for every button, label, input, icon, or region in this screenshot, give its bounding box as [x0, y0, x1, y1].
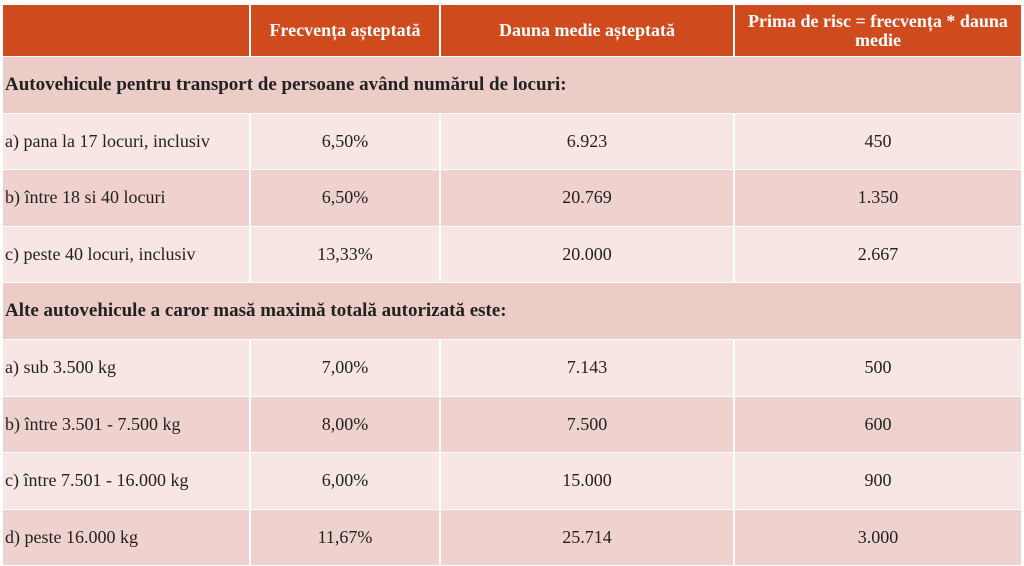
header-cell	[3, 5, 251, 56]
data-cell: a) pana la 17 locuri, inclusiv	[3, 113, 251, 170]
data-cell: c) peste 40 locuri, inclusiv	[3, 226, 251, 283]
data-cell: 450	[864, 130, 892, 151]
data-row: c) peste 40 locuri, inclusiv 13,33% 20.000…	[3, 226, 1021, 284]
data-cell: 7.143	[441, 339, 735, 396]
data-cell: 6,50%	[251, 113, 441, 170]
data-cell: b) între 18 si 40 locuri	[3, 170, 251, 226]
data-row: b) între 3.501 - 7.500 kg 8,00% 7.500 600	[3, 396, 1021, 454]
data-cell: 6.923	[441, 113, 735, 170]
header-cell: Prima de risc = frecvența * dauna medie	[748, 10, 1008, 50]
data-cell: 20.000	[441, 226, 735, 283]
data-cell: 2.667	[857, 244, 899, 265]
data-row: a) pana la 17 locuri, inclusiv 6,50% 6.923…	[3, 113, 1021, 171]
data-row: a) sub 3.500 kg 7,00% 7.143 500	[3, 339, 1021, 397]
data-cell: 900	[864, 470, 892, 491]
section-title: Autovehicule pentru transport de persoan…	[5, 73, 567, 95]
data-row: c) între 7.501 - 16.000 kg 6,00% 15.000 900	[3, 453, 1021, 510]
data-cell: 7,00%	[251, 339, 441, 396]
data-cell: d) peste 16.000 kg	[3, 509, 251, 566]
data-cell: 7.500	[441, 396, 735, 453]
header-row: Frecvența așteptată Dauna medie așteptată…	[3, 5, 1021, 57]
data-cell: 1.350	[857, 187, 899, 208]
data-cell: 6,50%	[251, 170, 441, 226]
data-cell: 13,33%	[251, 226, 441, 283]
data-cell: 600	[864, 413, 892, 434]
data-cell: c) între 7.501 - 16.000 kg	[3, 453, 251, 509]
data-cell: 6,00%	[251, 453, 441, 509]
data-cell: 15.000	[441, 453, 735, 509]
data-cell: 8,00%	[251, 396, 441, 453]
table: Frecvența așteptată Dauna medie așteptată…	[3, 5, 1021, 566]
data-row: d) peste 16.000 kg 11,67% 25.714 3.000	[3, 509, 1021, 566]
data-cell: 11,67%	[251, 509, 441, 566]
data-cell: b) între 3.501 - 7.500 kg	[3, 396, 251, 453]
data-cell: 20.769	[441, 170, 735, 226]
section-row: Alte autovehicule a caror masă maximă to…	[3, 283, 1021, 340]
section-title: Alte autovehicule a caror masă maximă to…	[5, 300, 507, 322]
data-row: b) între 18 si 40 locuri 6,50% 20.769 1.350	[3, 170, 1021, 227]
data-cell: 25.714	[441, 509, 735, 566]
data-cell: a) sub 3.500 kg	[3, 339, 251, 396]
data-cell: 500	[864, 357, 892, 378]
header-cell: Frecvența așteptată	[251, 5, 441, 56]
section-row: Autovehicule pentru transport de persoan…	[3, 57, 1021, 114]
header-cell: Dauna medie așteptată	[441, 5, 735, 56]
data-cell: 3.000	[857, 527, 899, 548]
